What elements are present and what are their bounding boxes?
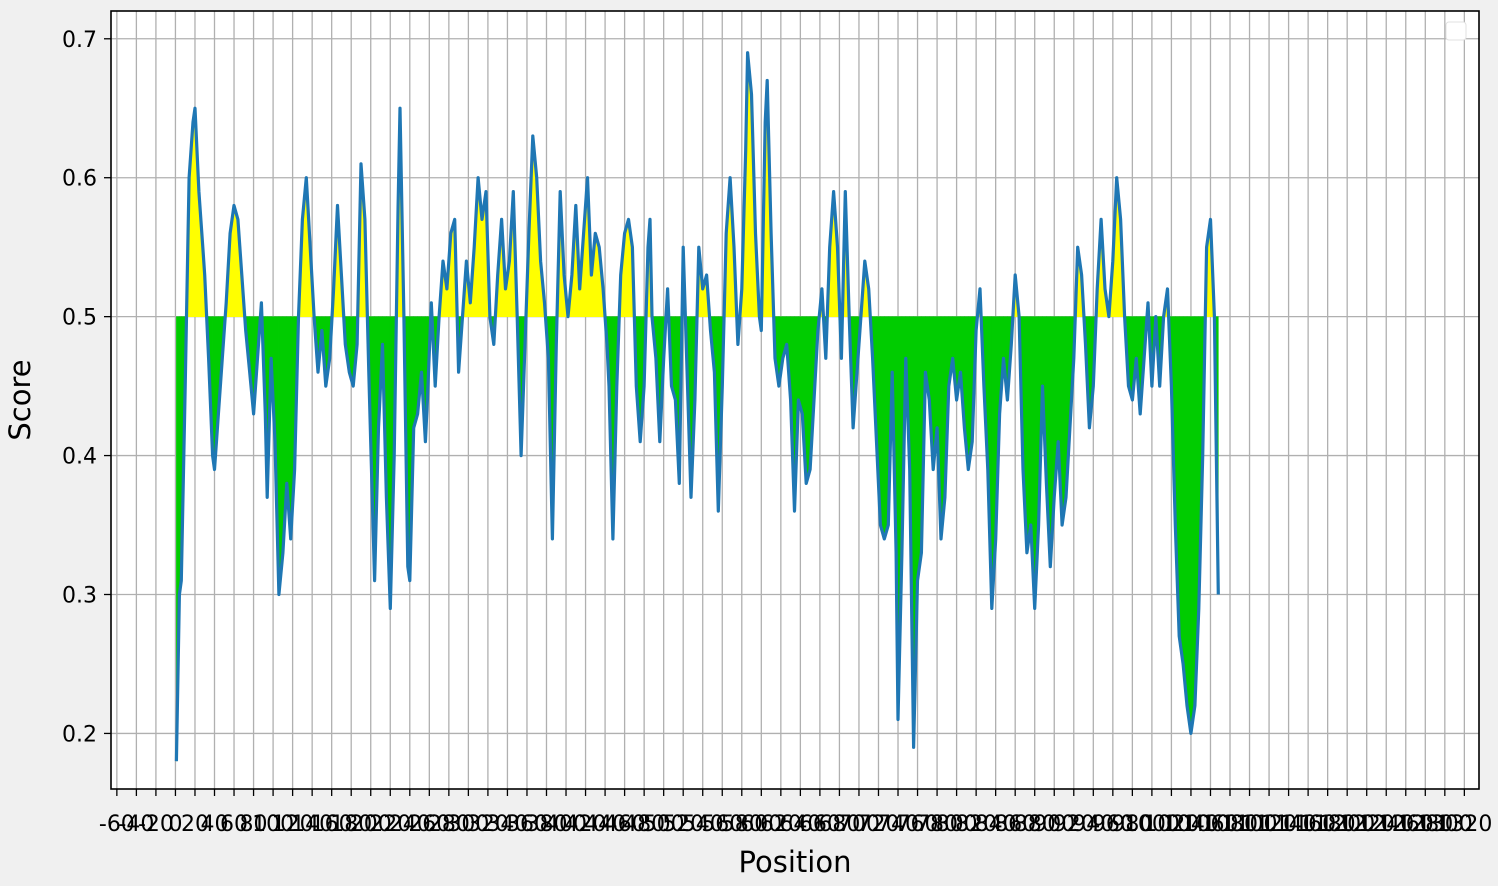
x-tick-label: 1200 xyxy=(1319,812,1375,837)
score-line xyxy=(174,51,1220,762)
x-tick-label: 760 xyxy=(897,812,939,837)
x-tick-label: 1300 xyxy=(1417,812,1473,837)
x-tick-label: 1320 xyxy=(1436,812,1492,837)
fill-below-threshold xyxy=(1026,316,1032,553)
fill-below-threshold xyxy=(1190,316,1196,734)
x-tick-label: 280 xyxy=(428,812,470,837)
x-tick-label: 960 xyxy=(1092,812,1134,837)
x-tick-label: 900 xyxy=(1033,812,1075,837)
x-tick-label: 300 xyxy=(447,812,489,837)
plot-frame xyxy=(110,10,1480,790)
x-tick-label: 700 xyxy=(838,812,880,837)
x-tick-label: 1220 xyxy=(1339,812,1395,837)
fill-below-threshold xyxy=(1182,316,1188,706)
x-tick-label: 380 xyxy=(525,812,567,837)
x-tick-label: 560 xyxy=(701,812,743,837)
y-axis-ticks: 0.2 0.3 0.4 0.5 0.6 0.7 xyxy=(62,28,111,747)
x-tick-label: 1160 xyxy=(1280,812,1336,837)
x-tick-label: 240 xyxy=(389,812,431,837)
x-tick-label: 220 xyxy=(369,812,411,837)
x-tick-label: 360 xyxy=(506,812,548,837)
x-tick-label: 1140 xyxy=(1261,812,1317,837)
x-tick-label: 800 xyxy=(936,812,978,837)
y-axis-label: Score xyxy=(3,359,37,440)
x-tick-label: 200 xyxy=(350,812,392,837)
x-tick-label: 600 xyxy=(740,812,782,837)
y-tick-label: 0.3 xyxy=(62,584,97,609)
x-tick-label: 580 xyxy=(721,812,763,837)
x-tick-label: 500 xyxy=(643,812,685,837)
x-tick-label: 840 xyxy=(975,812,1017,837)
x-tick-label: 180 xyxy=(330,812,372,837)
x-tick-label: 460 xyxy=(604,812,646,837)
x-tick-label: 340 xyxy=(486,812,528,837)
x-tick-label: 160 xyxy=(311,812,353,837)
x-tick-label: 860 xyxy=(994,812,1036,837)
score-series-line xyxy=(174,51,1220,762)
x-tick-label: 1100 xyxy=(1222,812,1278,837)
x-tick-label: 1240 xyxy=(1358,812,1414,837)
x-tick-label: 740 xyxy=(877,812,919,837)
x-tick-label: 1120 xyxy=(1241,812,1297,837)
x-tick-label: -20 xyxy=(138,812,174,837)
x-tick-label: 940 xyxy=(1072,812,1114,837)
x-tick-label: 1000 xyxy=(1124,812,1180,837)
x-tick-label: 260 xyxy=(408,812,450,837)
x-tick-label: 1180 xyxy=(1300,812,1356,837)
y-tick-label: 0.5 xyxy=(62,306,97,331)
x-tick-label: 40 xyxy=(201,812,229,837)
x-tick-label: 1280 xyxy=(1397,812,1453,837)
y-tick-label: 0.6 xyxy=(62,167,97,192)
x-tick-label: 480 xyxy=(623,812,665,837)
y-tick-label: 0.2 xyxy=(62,722,97,747)
x-tick-label: 400 xyxy=(545,812,587,837)
x-tick-label: 140 xyxy=(291,812,333,837)
x-tick-label: 1040 xyxy=(1163,812,1219,837)
y-tick-label: 0.4 xyxy=(62,445,97,470)
x-tick-label: 20 xyxy=(181,812,209,837)
x-tick-label: 120 xyxy=(272,812,314,837)
x-tick-label: -40 xyxy=(118,812,154,837)
x-tick-label: 780 xyxy=(916,812,958,837)
fill-below-threshold xyxy=(1186,316,1192,734)
x-tick-label: 1260 xyxy=(1378,812,1434,837)
x-tick-label: 100 xyxy=(252,812,294,837)
x-tick-label: 660 xyxy=(799,812,841,837)
x-tick-label: 680 xyxy=(818,812,860,837)
x-tick-label: 640 xyxy=(779,812,821,837)
x-tick-label: -60 xyxy=(99,812,135,837)
x-tick-label: 440 xyxy=(584,812,626,837)
x-tick-label: 0 xyxy=(168,812,182,837)
x-tick-label: 540 xyxy=(682,812,724,837)
x-tick-label: 880 xyxy=(1014,812,1056,837)
x-axis-label: Position xyxy=(739,845,852,879)
x-tick-label: 1080 xyxy=(1202,812,1258,837)
x-tick-label: 820 xyxy=(955,812,997,837)
x-tick-label: 320 xyxy=(467,812,509,837)
x-tick-label: 980 xyxy=(1111,812,1153,837)
x-tick-label: 80 xyxy=(240,812,268,837)
x-tick-label: 1020 xyxy=(1143,812,1199,837)
x-tick-label: 1060 xyxy=(1182,812,1238,837)
legend-box xyxy=(1445,21,1467,41)
x-tick-label: 420 xyxy=(565,812,607,837)
x-axis-ticks: -60-40-200204060801001201401601802002202… xyxy=(99,789,1492,837)
x-tick-label: 720 xyxy=(857,812,899,837)
x-tick-label: 60 xyxy=(220,812,248,837)
x-tick-label: 520 xyxy=(662,812,704,837)
x-tick-label: 620 xyxy=(760,812,802,837)
x-tick-label: 920 xyxy=(1053,812,1095,837)
y-tick-label: 0.7 xyxy=(62,28,97,53)
